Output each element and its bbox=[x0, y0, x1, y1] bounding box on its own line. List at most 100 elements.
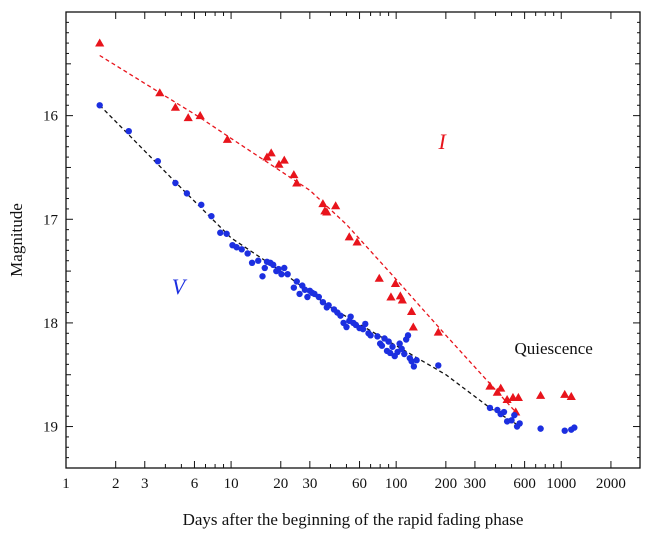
point-i bbox=[95, 38, 105, 47]
point-v bbox=[511, 411, 518, 419]
fit-line-i bbox=[99, 54, 517, 413]
point-i bbox=[279, 155, 289, 164]
point-v bbox=[233, 244, 240, 251]
point-i bbox=[344, 232, 354, 241]
point-v bbox=[255, 257, 262, 264]
point-v bbox=[396, 340, 403, 347]
x-tick-label: 2 bbox=[112, 476, 120, 492]
point-i bbox=[170, 102, 181, 111]
point-v bbox=[378, 342, 386, 349]
point-i bbox=[262, 152, 272, 161]
point-i bbox=[386, 292, 396, 301]
point-i bbox=[289, 170, 299, 179]
fit-lines bbox=[99, 54, 518, 426]
fit-line-v bbox=[99, 104, 518, 426]
point-v bbox=[172, 179, 179, 187]
point-v bbox=[301, 286, 309, 293]
point-v bbox=[389, 343, 396, 350]
y-tick-label: 16 bbox=[43, 109, 59, 125]
point-v bbox=[96, 102, 103, 109]
point-v bbox=[259, 273, 266, 280]
x-tick-label: 10 bbox=[224, 476, 239, 492]
point-v bbox=[337, 312, 344, 319]
annotation-label: Quiescence bbox=[515, 339, 593, 358]
point-v bbox=[304, 293, 311, 301]
series-label-v: V bbox=[172, 274, 188, 299]
point-v bbox=[435, 362, 442, 369]
point-v bbox=[281, 264, 288, 272]
point-v bbox=[319, 298, 327, 306]
point-v bbox=[398, 345, 405, 353]
x-tick-label: 200 bbox=[435, 476, 458, 492]
y-tick-label: 18 bbox=[43, 316, 58, 332]
point-i bbox=[374, 273, 384, 282]
point-i bbox=[536, 390, 546, 399]
point-v bbox=[362, 320, 369, 328]
point-i bbox=[322, 207, 332, 216]
point-v bbox=[561, 427, 568, 434]
point-v bbox=[401, 350, 408, 358]
point-v bbox=[500, 408, 508, 416]
point-v bbox=[238, 246, 245, 253]
x-tick-label: 3 bbox=[141, 476, 149, 492]
point-i bbox=[390, 278, 401, 287]
point-i bbox=[560, 389, 570, 398]
point-v bbox=[244, 250, 251, 257]
point-v bbox=[125, 127, 132, 135]
point-v bbox=[223, 230, 230, 237]
point-v bbox=[270, 261, 277, 269]
point-v bbox=[508, 417, 515, 424]
x-tick-label: 300 bbox=[464, 476, 487, 492]
point-v bbox=[571, 424, 578, 431]
y-tick-label: 17 bbox=[43, 212, 59, 228]
point-v bbox=[413, 357, 420, 364]
point-i bbox=[183, 113, 193, 122]
point-v bbox=[296, 290, 303, 298]
point-v bbox=[290, 284, 298, 291]
x-tick-label: 20 bbox=[273, 476, 288, 492]
point-i bbox=[331, 201, 341, 210]
point-i bbox=[352, 237, 362, 246]
point-i bbox=[292, 178, 302, 187]
point-v bbox=[183, 190, 191, 197]
x-tick-label: 30 bbox=[302, 476, 317, 492]
data-marks bbox=[95, 38, 578, 434]
point-i bbox=[502, 395, 512, 404]
y-axis-title: Magnitude bbox=[7, 203, 26, 277]
point-v bbox=[293, 278, 300, 285]
point-i bbox=[433, 327, 443, 336]
point-i bbox=[406, 306, 417, 315]
x-tick-label: 100 bbox=[385, 476, 408, 492]
point-v bbox=[385, 338, 392, 345]
x-tick-label: 2000 bbox=[596, 476, 626, 492]
point-i bbox=[222, 134, 233, 143]
x-tick-label: 1000 bbox=[546, 476, 576, 492]
point-v bbox=[325, 302, 332, 309]
point-i bbox=[513, 392, 523, 401]
point-v bbox=[284, 271, 291, 278]
point-v bbox=[343, 323, 350, 331]
point-v bbox=[359, 325, 367, 333]
point-i bbox=[266, 148, 276, 157]
point-v bbox=[208, 212, 215, 220]
point-v bbox=[315, 293, 323, 301]
point-v bbox=[275, 265, 282, 273]
point-v bbox=[404, 332, 412, 339]
point-v bbox=[367, 332, 374, 339]
x-tick-label: 6 bbox=[191, 476, 199, 492]
y-tick-label: 19 bbox=[43, 420, 58, 436]
point-v bbox=[516, 420, 523, 427]
x-tick-label: 1 bbox=[62, 476, 70, 492]
point-i bbox=[195, 111, 205, 120]
point-i bbox=[274, 159, 284, 168]
axis-ticks bbox=[65, 12, 641, 468]
point-v bbox=[386, 349, 394, 357]
point-v bbox=[248, 259, 256, 266]
x-axis-title: Days after the beginning of the rapid fa… bbox=[183, 510, 524, 529]
point-i bbox=[408, 322, 418, 331]
point-i bbox=[485, 381, 495, 390]
point-v bbox=[410, 363, 418, 370]
point-v bbox=[198, 201, 205, 208]
point-v bbox=[217, 229, 224, 236]
point-i bbox=[155, 88, 165, 97]
